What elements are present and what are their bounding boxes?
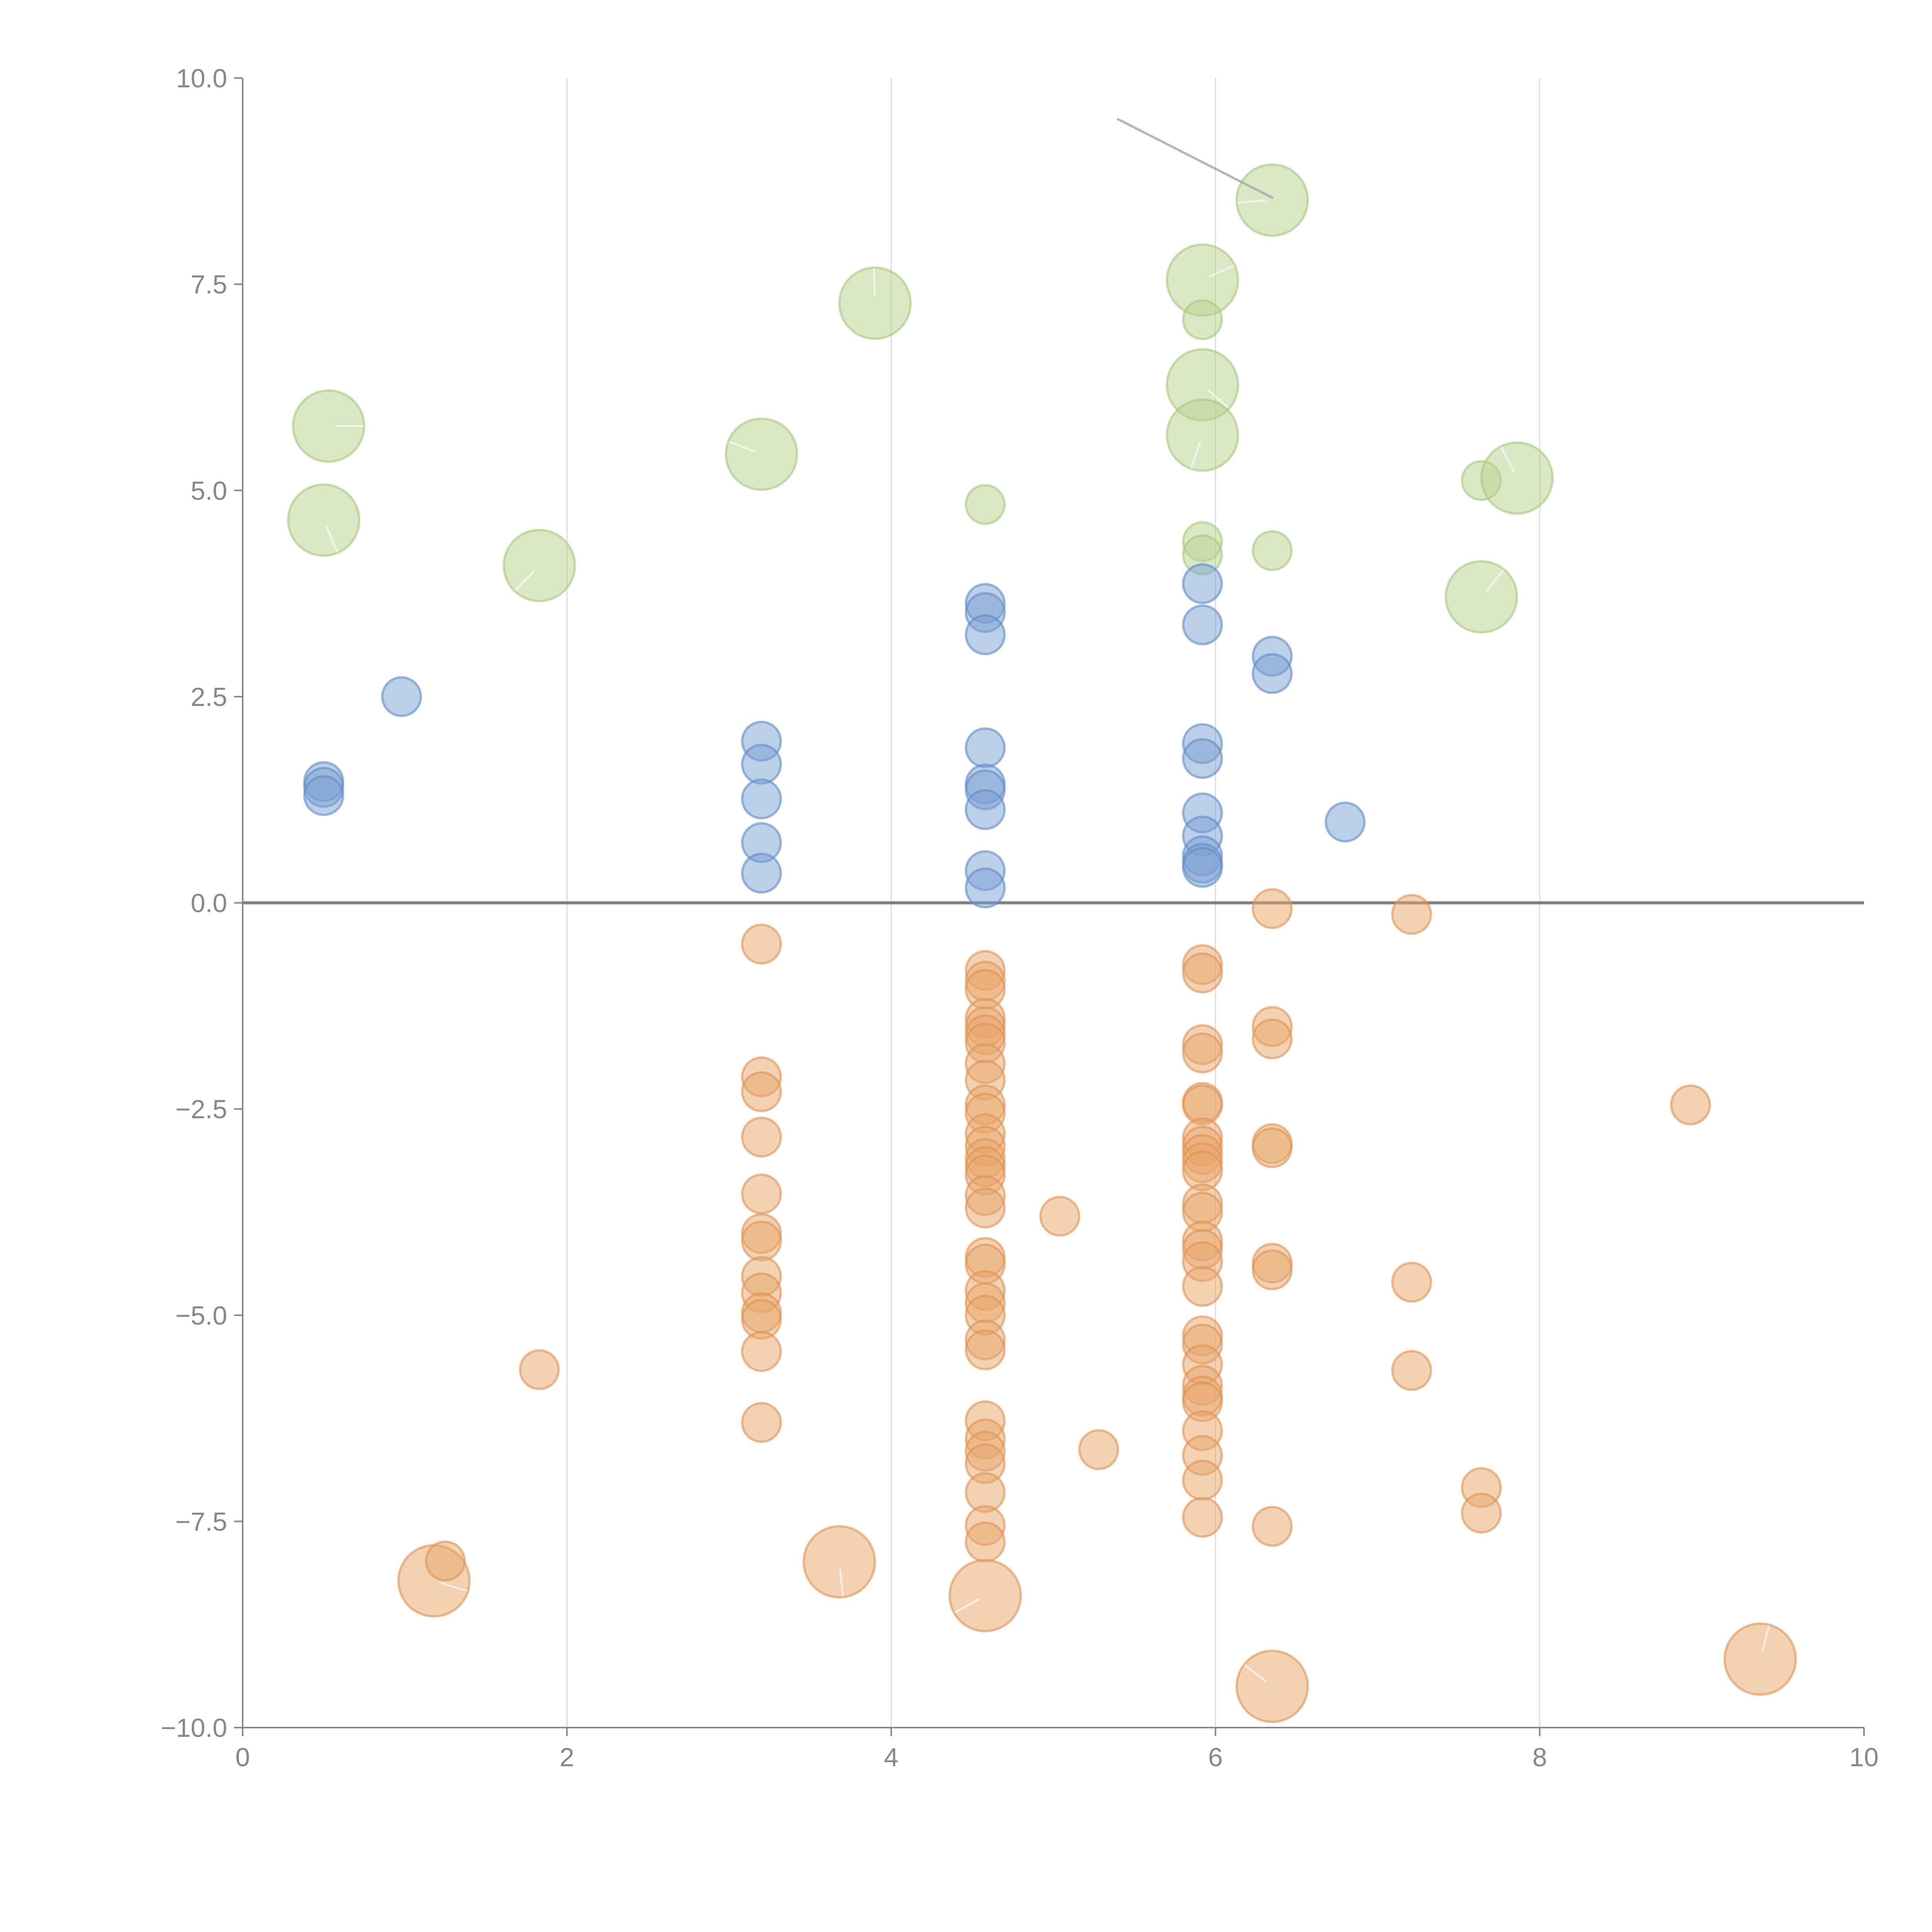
orange-point — [1182, 952, 1223, 993]
orange-point — [948, 1559, 1022, 1633]
x-tick-label: 6 — [1208, 1743, 1223, 1772]
green-point — [287, 483, 361, 557]
orange-point — [964, 1329, 1006, 1371]
orange-point — [1252, 1506, 1293, 1547]
green-point — [1480, 441, 1554, 515]
orange-point — [1723, 1622, 1797, 1696]
y-tick-label: 0.0 — [190, 889, 227, 918]
y-tick-label: 2.5 — [190, 682, 227, 712]
y-tick-label: −5.0 — [175, 1301, 227, 1330]
x-tick-label: 10 — [1849, 1743, 1879, 1772]
blue-point — [964, 789, 1006, 830]
axes — [234, 77, 1865, 1736]
blue-point — [964, 867, 1006, 909]
orange-point — [741, 1402, 782, 1443]
green-point — [838, 266, 912, 340]
y-tick-label: 5.0 — [190, 476, 227, 505]
orange-point — [1461, 1493, 1502, 1534]
y-tick-label: 10.0 — [176, 64, 227, 93]
blue-point — [1182, 563, 1223, 604]
blue-point — [1182, 604, 1223, 646]
orange-point — [741, 1173, 782, 1214]
orange-point — [425, 1540, 466, 1582]
blue-point — [1182, 738, 1223, 779]
orange-point — [741, 1116, 782, 1158]
blue-point — [964, 614, 1006, 655]
direction-glyph — [515, 570, 535, 591]
green-point — [724, 417, 798, 491]
orange-point — [1391, 1350, 1432, 1391]
orange-point — [1182, 1032, 1223, 1073]
direction-glyph — [1485, 570, 1504, 592]
blue-point — [964, 727, 1006, 769]
green-point — [1182, 299, 1223, 340]
green-point — [292, 389, 366, 463]
blue-point — [381, 676, 422, 717]
orange-point — [741, 1331, 782, 1372]
y-tick-label: −2.5 — [175, 1095, 227, 1124]
orange-point — [1252, 1127, 1293, 1168]
direction-glyph — [1190, 441, 1201, 468]
orange-point — [741, 1071, 782, 1112]
orange-point — [1182, 1459, 1223, 1501]
orange-point — [1670, 1084, 1711, 1126]
x-tick-label: 4 — [884, 1743, 898, 1772]
direction-glyph — [729, 441, 755, 452]
blue-point — [741, 743, 782, 785]
y-tick-label: −10.0 — [161, 1713, 227, 1743]
annotation-leader-line — [1117, 118, 1274, 199]
direction-glyph — [1208, 265, 1235, 278]
x-tick-label: 8 — [1532, 1743, 1547, 1772]
annotations — [1117, 118, 1274, 199]
orange-point — [803, 1525, 876, 1599]
orange-point — [519, 1349, 560, 1390]
y-tick-label: −7.5 — [175, 1507, 227, 1536]
orange-point — [1182, 1497, 1223, 1538]
direction-glyph — [839, 1568, 844, 1597]
data-points — [287, 163, 1797, 1723]
y-tick-label: 7.5 — [190, 270, 227, 299]
direction-glyph — [1237, 199, 1266, 204]
orange-point — [1252, 888, 1293, 929]
direction-glyph — [1761, 1625, 1770, 1653]
blue-point — [1182, 847, 1223, 888]
blue-point — [1325, 801, 1366, 843]
x-tick-label: 0 — [235, 1743, 250, 1772]
direction-glyph — [1500, 447, 1515, 472]
blue-point — [1252, 653, 1293, 694]
x-tick-label: 2 — [560, 1743, 574, 1772]
blue-point — [741, 778, 782, 820]
green-point — [1235, 163, 1309, 237]
green-point — [1166, 398, 1240, 472]
direction-glyph — [326, 526, 338, 553]
green-point — [964, 484, 1006, 525]
orange-point — [1235, 1650, 1309, 1723]
orange-point — [1252, 1249, 1293, 1291]
direction-glyph — [1207, 389, 1229, 409]
orange-point — [1391, 1262, 1432, 1303]
green-point — [1444, 560, 1518, 634]
blue-point — [303, 775, 344, 816]
orange-point — [964, 1187, 1006, 1229]
green-point — [502, 529, 576, 602]
orange-point — [741, 923, 782, 965]
orange-point — [1182, 1266, 1223, 1307]
green-point — [1252, 530, 1293, 571]
orange-point — [1252, 1018, 1293, 1060]
orange-point — [1078, 1429, 1119, 1470]
blue-point — [741, 852, 782, 894]
orange-point — [964, 1521, 1006, 1563]
orange-point — [1391, 894, 1432, 935]
orange-point — [1039, 1196, 1080, 1237]
direction-glyph — [440, 1582, 468, 1592]
direction-glyph — [1244, 1664, 1267, 1683]
direction-glyph — [954, 1598, 980, 1613]
tick-labels: 0 2 4 6 8 10 10.0 7.5 5.0 2.5 0.0 −2.5 −5.0 −7.5 −10.0 — [161, 64, 1879, 1772]
orange-point — [741, 1220, 782, 1262]
